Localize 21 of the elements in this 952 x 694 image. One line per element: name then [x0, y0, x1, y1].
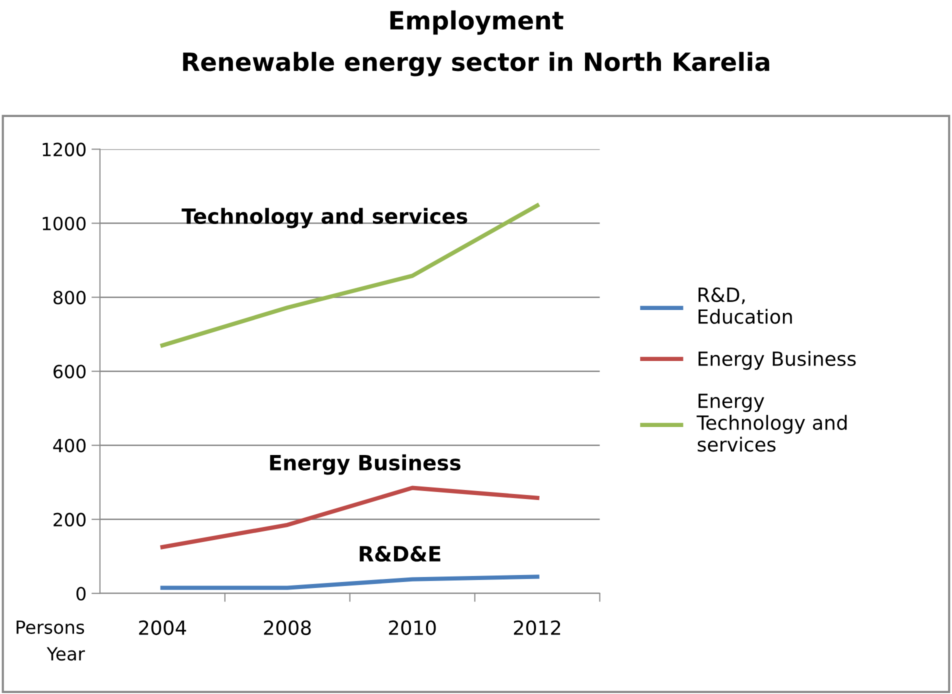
y-tick-label: 0 — [76, 586, 86, 600]
x-tick-label: 2008 — [264, 620, 311, 636]
x-tick-label: 2010 — [389, 620, 436, 636]
annotation: Technology and services — [182, 208, 468, 228]
x-tick-label: 2012 — [514, 620, 560, 636]
y-axis-title: Persons — [16, 620, 84, 634]
legend-label: R&D, Education — [698, 287, 792, 324]
y-tick-label: 400 — [53, 438, 86, 452]
y-tick-label: 800 — [54, 290, 86, 304]
x-axis-title: Year — [46, 647, 85, 661]
annotation: Energy Business — [270, 454, 460, 475]
legend-label: Energy Business — [698, 350, 856, 370]
annotation: R&D&E — [360, 546, 440, 562]
y-tick-label: 1200 — [42, 142, 86, 156]
x-tick-label: 2004 — [139, 620, 186, 636]
y-tick-label: 600 — [54, 364, 86, 378]
line-series — [160, 203, 540, 348]
legend-label: Energy Technology and services — [696, 394, 847, 452]
y-tick-label: 1000 — [42, 216, 86, 230]
chart-title: Employment Renewable energy sector in North Karelia — [183, 10, 770, 76]
y-tick-label: 200 — [54, 512, 86, 526]
